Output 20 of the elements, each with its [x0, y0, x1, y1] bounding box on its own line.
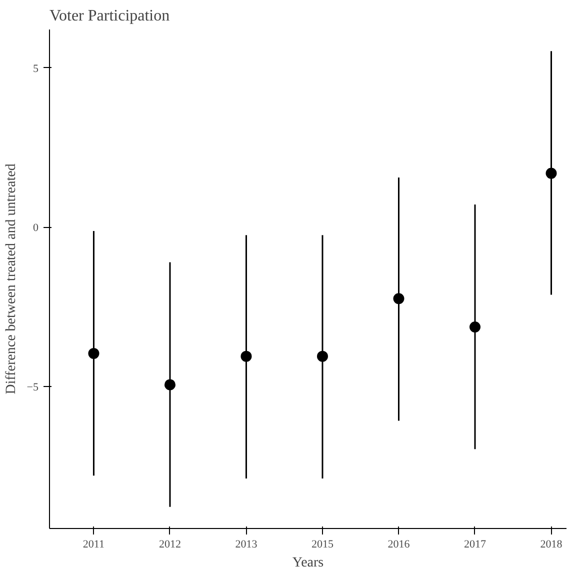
- x-axis-title: Years: [292, 556, 324, 570]
- x-tick-label: 2015: [311, 538, 334, 550]
- y-tick-label: −5: [26, 382, 39, 394]
- point: [546, 168, 557, 179]
- point: [164, 379, 176, 390]
- y-tick-label: 0: [33, 222, 39, 234]
- point: [240, 350, 252, 362]
- x-tick-label: 2013: [235, 538, 258, 550]
- x-tick-label: 2011: [82, 538, 105, 550]
- x-tick-label: 2017: [464, 538, 486, 550]
- point: [393, 293, 404, 304]
- point: [88, 348, 100, 359]
- chart-title: Voter Participation: [50, 8, 170, 24]
- y-axis-title: Difference between treated and untreated: [4, 164, 19, 394]
- y-tick-label: 5: [33, 62, 39, 75]
- x-tick-label: 2018: [540, 538, 563, 550]
- x-tick-label: 2012: [158, 538, 181, 550]
- x-tick-label: 2016: [388, 538, 410, 550]
- point: [316, 350, 328, 362]
- point: [469, 321, 480, 332]
